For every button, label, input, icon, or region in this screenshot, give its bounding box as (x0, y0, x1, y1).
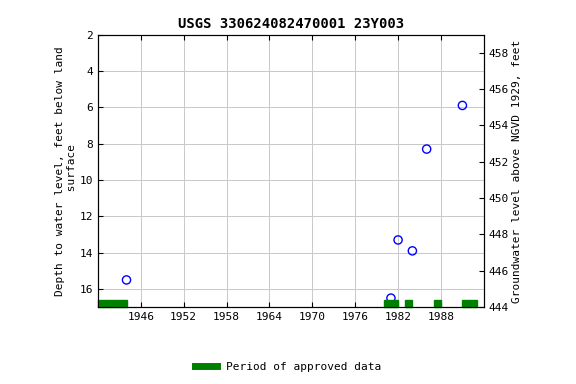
Bar (463, 300, 477, 307)
Bar (434, 300, 441, 307)
Bar (98, 300, 127, 307)
Bar (384, 300, 398, 307)
Legend: Period of approved data: Period of approved data (191, 358, 385, 377)
Point (422, 146, 431, 152)
Point (386, 295, 396, 301)
Point (393, 237, 403, 243)
Title: USGS 330624082470001 23Y003: USGS 330624082470001 23Y003 (178, 17, 404, 31)
Bar (406, 300, 412, 307)
Point (122, 277, 131, 283)
Point (458, 103, 467, 109)
Y-axis label: Depth to water level, feet below land
 surface: Depth to water level, feet below land su… (55, 46, 77, 296)
Point (408, 248, 417, 254)
Y-axis label: Groundwater level above NGVD 1929, feet: Groundwater level above NGVD 1929, feet (511, 39, 522, 303)
